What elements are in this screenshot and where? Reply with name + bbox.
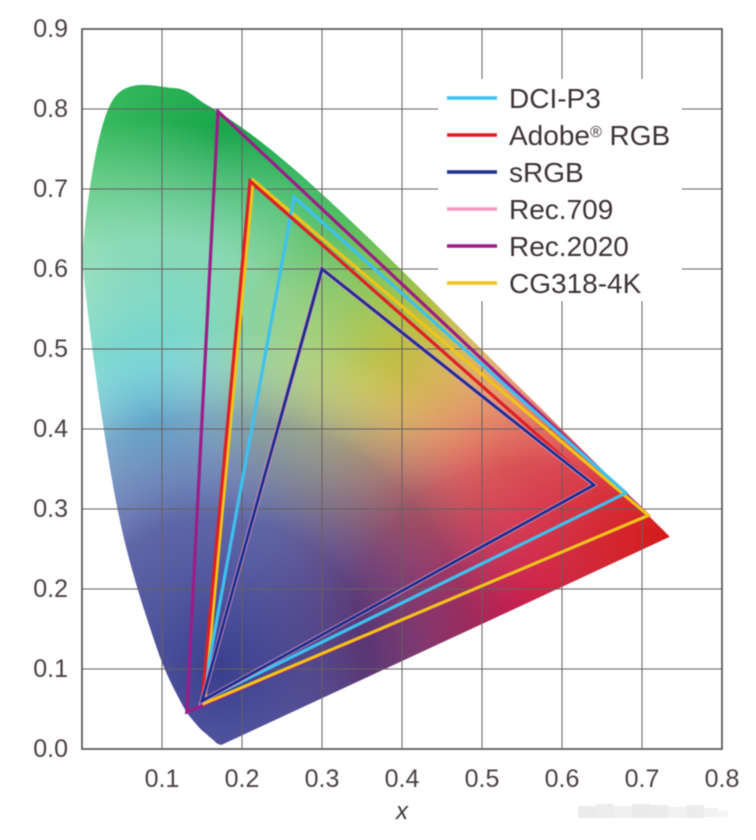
svg-text:CG318-4K: CG318-4K — [509, 268, 642, 299]
svg-text:0.5: 0.5 — [465, 765, 500, 793]
svg-text:0.3: 0.3 — [305, 765, 340, 793]
svg-text:DCI-P3: DCI-P3 — [509, 83, 601, 114]
svg-text:0.8: 0.8 — [705, 765, 740, 793]
svg-text:x: x — [395, 798, 409, 825]
svg-text:sRGB: sRGB — [509, 157, 584, 188]
svg-text:0.1: 0.1 — [33, 655, 68, 683]
svg-text:0.2: 0.2 — [225, 765, 260, 793]
svg-text:0.9: 0.9 — [33, 15, 68, 43]
svg-text:0.8: 0.8 — [33, 95, 68, 123]
svg-text:0.3: 0.3 — [33, 495, 68, 523]
svg-text:0.6: 0.6 — [545, 765, 580, 793]
svg-text:0.5: 0.5 — [33, 335, 68, 363]
svg-text:0.6: 0.6 — [33, 255, 68, 283]
svg-text:0.2: 0.2 — [33, 575, 68, 603]
svg-text:Rec.709: Rec.709 — [509, 194, 613, 225]
svg-text:0.7: 0.7 — [33, 175, 68, 203]
svg-text:0.4: 0.4 — [385, 765, 420, 793]
svg-text:0.4: 0.4 — [33, 415, 68, 443]
svg-text:0.7: 0.7 — [625, 765, 660, 793]
svg-text:Rec.2020: Rec.2020 — [509, 231, 629, 262]
svg-text:0.0: 0.0 — [33, 735, 68, 763]
svg-text:Adobe® RGB: Adobe® RGB — [509, 120, 670, 151]
svg-text:0.1: 0.1 — [145, 765, 180, 793]
